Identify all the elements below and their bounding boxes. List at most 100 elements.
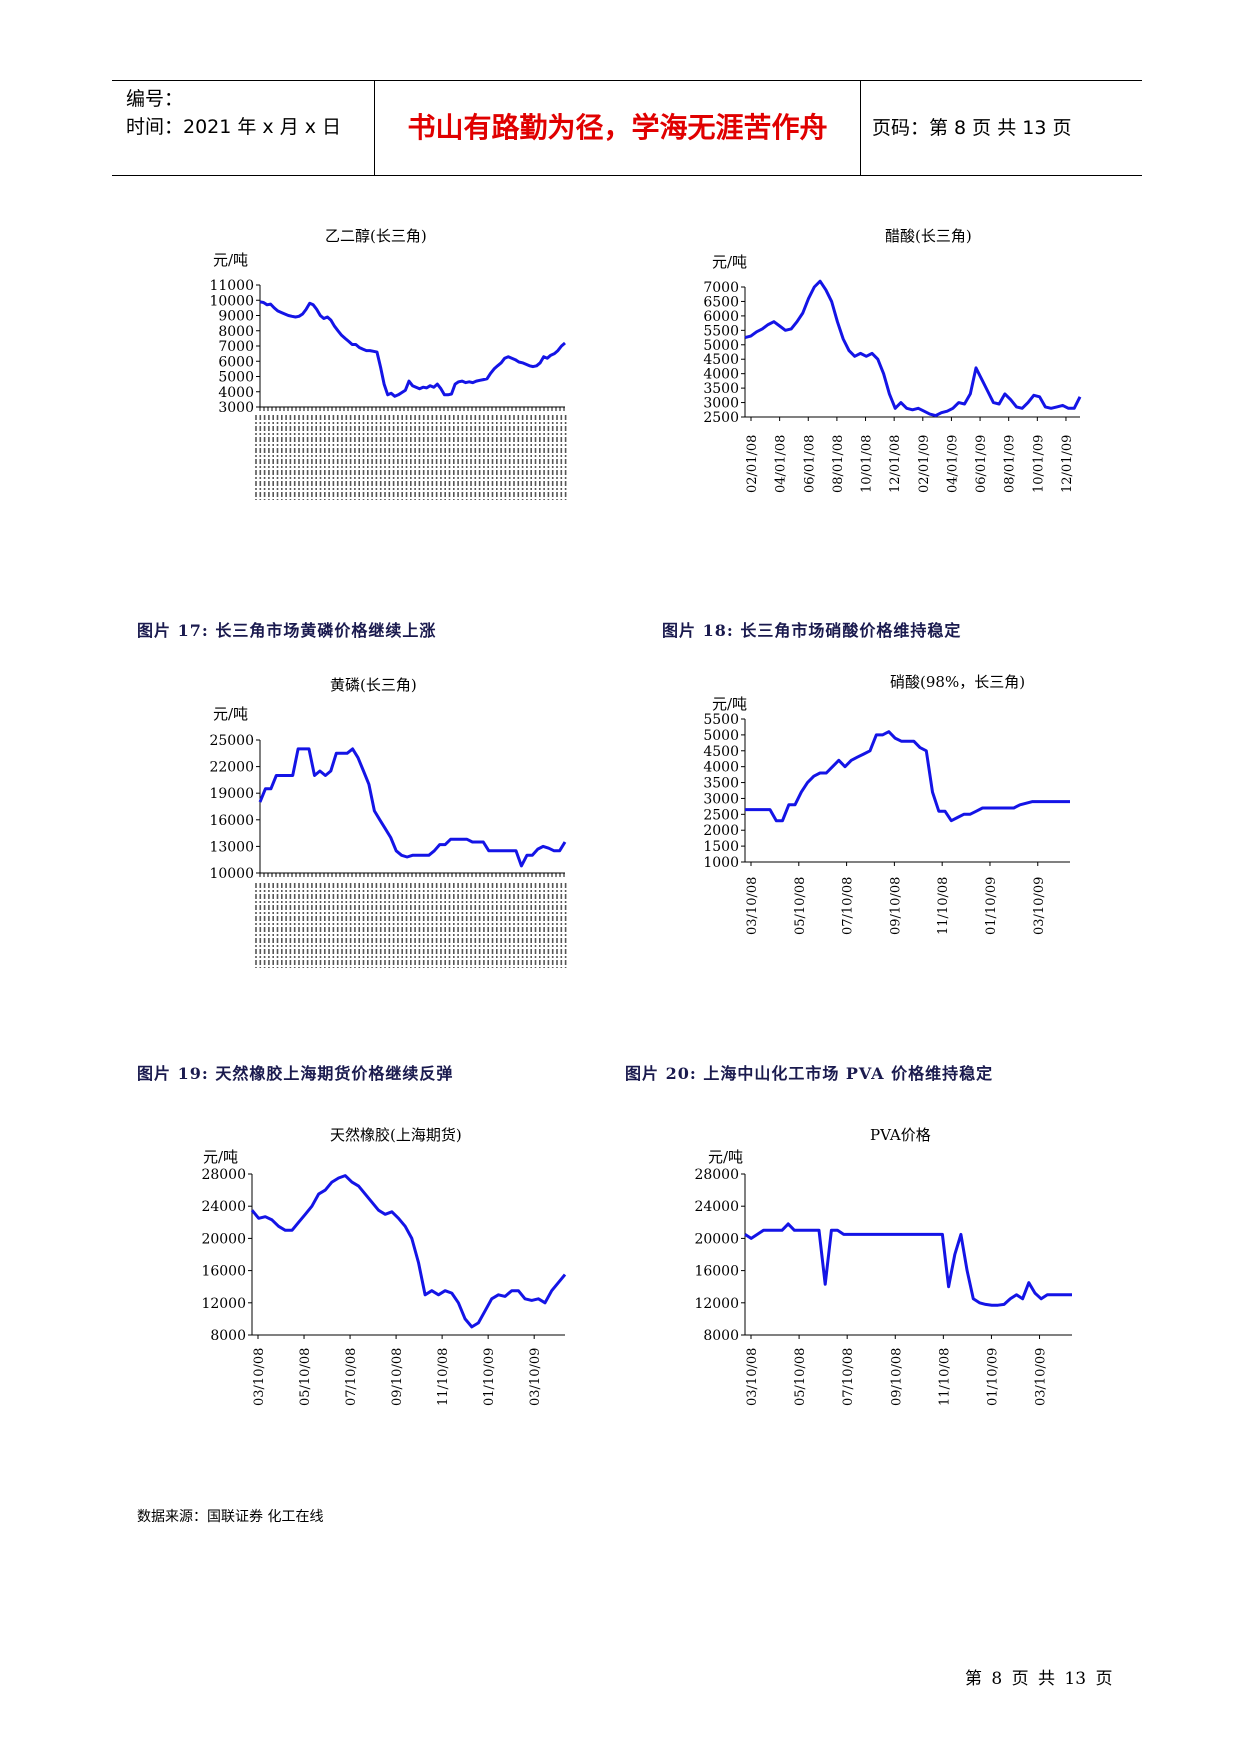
x-tick-label: 09/10/08 — [889, 1348, 904, 1406]
x-tick-label: 01/10/09 — [984, 877, 999, 935]
x-tick-label: 06/01/08 — [802, 435, 817, 493]
y-tick-label: 28000 — [201, 1167, 246, 1183]
chart-title: 乙二醇(长三角) — [325, 227, 427, 245]
chart-natural-rubber: 天然橡胶(上海期货) 元/吨 8000 12000 16000 20000 24000 280… — [201, 1126, 567, 1406]
y-tick-label: 12000 — [694, 1296, 739, 1312]
y-axis-unit: 元/吨 — [213, 251, 248, 269]
x-tick-label: 03/10/09 — [1034, 1348, 1049, 1406]
x-tick-label: 03/10/08 — [252, 1348, 267, 1406]
y-tick-label: 1500 — [703, 839, 739, 855]
x-tick-label: 07/10/08 — [344, 1348, 359, 1406]
x-tick-label: 05/10/08 — [793, 877, 808, 935]
figure-caption-19: 图片 19: 天然橡胶上海期货价格继续反弹 — [137, 1064, 454, 1083]
header-page-info: 页码：第 8 页 共 13 页 — [872, 117, 1072, 139]
x-tick-label: 11/10/08 — [436, 1348, 451, 1406]
series-line — [250, 1174, 567, 1329]
y-tick-label: 20000 — [694, 1231, 739, 1247]
header-divider — [374, 81, 375, 175]
y-tick-label: 16000 — [201, 1264, 246, 1280]
y-tick-label: 4000 — [218, 385, 254, 401]
series-line — [744, 1222, 1072, 1307]
x-tick-label: 02/01/08 — [745, 435, 760, 493]
chart-title: 天然橡胶(上海期货) — [330, 1126, 462, 1144]
series-line — [744, 279, 1082, 418]
y-tick-label: 3000 — [703, 396, 739, 412]
y-tick-label: 24000 — [201, 1199, 246, 1215]
x-tick-label: 04/01/09 — [945, 435, 960, 493]
document-header: 编号： 时间：2021 年 x 月 x 日 书山有路勤为径，学海无涯苦作舟 页码… — [112, 80, 1142, 176]
y-tick-label: 4000 — [703, 760, 739, 776]
series-line — [259, 300, 566, 398]
y-tick-label: 16000 — [694, 1264, 739, 1280]
y-tick-label: 5500 — [703, 712, 739, 728]
x-tick-label: 07/10/08 — [841, 1348, 856, 1406]
time-label: 时间：2021 年 x 月 x 日 — [126, 116, 342, 138]
figure-caption-20: 图片 20: 上海中山化工市场 PVA 价格维持稳定 — [625, 1064, 994, 1083]
chart-acetic-acid: 醋酸(长三角) 元/吨 250030003500400045005000550060… — [703, 227, 1082, 493]
x-tick-label: 12/01/08 — [888, 435, 903, 493]
x-tick-label: 09/10/08 — [888, 877, 903, 935]
x-tick-label: 05/10/08 — [298, 1348, 313, 1406]
x-tick-label: 01/10/09 — [482, 1348, 497, 1406]
chart-title: 黄磷(长三角) — [330, 676, 417, 694]
x-tick-label: 01/10/09 — [985, 1348, 1000, 1406]
y-tick-label: 5000 — [218, 370, 254, 386]
x-tick-label: 04/01/08 — [774, 435, 789, 493]
x-tick-label: 03/10/09 — [1032, 877, 1047, 935]
series-line — [745, 730, 1070, 823]
header-left-cell: 编号： 时间：2021 年 x 月 x 日 — [112, 81, 374, 179]
y-tick-label: 8000 — [210, 1328, 246, 1344]
x-tick-label: 11/10/08 — [936, 877, 951, 935]
x-tick-label: 08/01/08 — [831, 435, 846, 493]
chart-title: PVA价格 — [870, 1126, 931, 1144]
y-tick-label: 12000 — [201, 1296, 246, 1312]
figure-caption-18: 图片 18: 长三角市场硝酸价格维持稳定 — [662, 621, 962, 640]
x-tick-label: 10/01/08 — [860, 435, 875, 493]
y-tick-label: 2500 — [703, 410, 739, 426]
x-tick-label: 10/01/09 — [1031, 435, 1046, 493]
y-tick-label: 7000 — [703, 280, 739, 296]
y-tick-label: 8000 — [703, 1328, 739, 1344]
x-tick-label: 05/10/08 — [793, 1348, 808, 1406]
y-tick-label: 10000 — [209, 293, 254, 309]
y-tick-label: 2000 — [703, 823, 739, 839]
x-tick-label: 12/01/09 — [1060, 435, 1075, 493]
y-tick-label: 19000 — [209, 786, 254, 802]
header-divider — [860, 81, 861, 175]
y-axis-unit: 元/吨 — [712, 695, 747, 713]
y-tick-label: 4500 — [703, 352, 739, 368]
series-line — [258, 747, 567, 868]
y-tick-label: 3500 — [703, 381, 739, 397]
y-axis-unit: 元/吨 — [708, 1148, 743, 1166]
y-tick-label: 2500 — [703, 807, 739, 823]
y-tick-label: 3500 — [703, 776, 739, 792]
y-tick-label: 4500 — [703, 744, 739, 760]
page-footer: 第 8 页 共 13 页 — [965, 1669, 1113, 1689]
chart-yellow-phosphorus: 黄磷(长三角) 元/吨 10000 13000 16000 19000 22000 25000 — [209, 676, 567, 968]
figure-caption-17: 图片 17: 长三角市场黄磷价格继续上涨 — [137, 621, 437, 640]
x-tick-label: 06/01/09 — [974, 435, 989, 493]
y-tick-label: 5500 — [703, 323, 739, 339]
y-tick-label: 4000 — [703, 367, 739, 383]
y-tick-label: 5000 — [703, 728, 739, 744]
y-tick-label: 6500 — [703, 294, 739, 310]
y-tick-label: 7000 — [218, 339, 254, 355]
y-tick-label: 13000 — [209, 839, 254, 855]
y-tick-label: 10000 — [209, 866, 254, 882]
x-tick-label: 03/10/09 — [528, 1348, 543, 1406]
y-tick-label: 25000 — [209, 733, 254, 749]
y-tick-label: 3000 — [703, 791, 739, 807]
header-motto: 书山有路勤为径，学海无涯苦作舟 — [407, 111, 828, 144]
x-tick-label: 09/10/08 — [390, 1348, 405, 1406]
x-tick-label: 11/10/08 — [937, 1348, 952, 1406]
y-tick-label: 20000 — [201, 1231, 246, 1247]
y-tick-label: 16000 — [209, 813, 254, 829]
serial-label: 编号： — [126, 88, 184, 110]
y-tick-label: 5000 — [703, 338, 739, 354]
data-source-note: 数据来源：国联证券 化工在线 — [137, 1509, 324, 1525]
y-axis-unit: 元/吨 — [712, 253, 747, 271]
y-tick-label: 24000 — [694, 1199, 739, 1215]
x-tick-label: 08/01/09 — [1003, 435, 1018, 493]
y-axis-unit: 元/吨 — [203, 1148, 238, 1166]
